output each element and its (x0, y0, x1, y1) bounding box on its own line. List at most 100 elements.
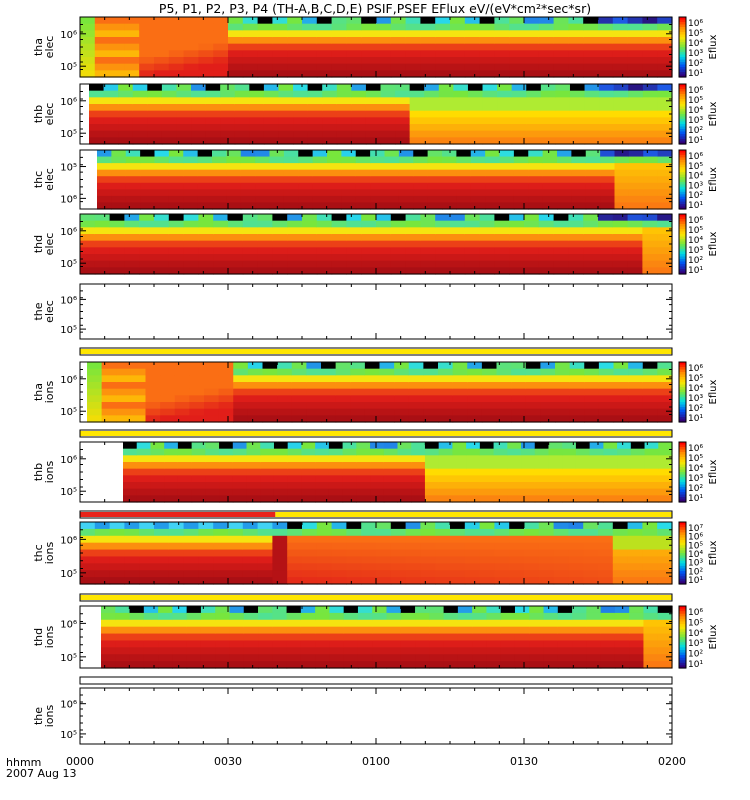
cell-thb-ions-3-1 (164, 448, 179, 456)
cell-thc-elec-36-2 (614, 163, 630, 171)
cell-tha-elec-2-3 (109, 37, 125, 45)
cell-thd-ions-21-2 (400, 619, 416, 628)
cell-thd-elec-30-3 (524, 234, 540, 242)
cell-thd-elec-13-7 (272, 260, 288, 268)
cell-thc-elec-8-5 (212, 182, 227, 190)
cell-thd-ions-28-6 (500, 647, 516, 655)
cell-tha-elec-19-1 (361, 23, 377, 31)
cell-tha-elec-14-5 (287, 50, 303, 58)
cell-tha-elec-20-2 (376, 30, 392, 38)
cell-tha-ions-13-4 (277, 388, 293, 396)
cell-thb-elec-22-6 (409, 124, 425, 132)
cell-tha-ions-23-4 (423, 388, 439, 396)
y-tick-label-thd-ions-0: 10⁶ (60, 619, 77, 630)
colorbar-tick-tha-ions-1: 10⁵ (688, 374, 703, 384)
cell-thc-elec-28-7 (499, 195, 515, 204)
cell-thb-ions-26-8 (479, 495, 495, 503)
cell-thc-elec-8-1 (212, 156, 227, 164)
cell-thb-ions-9-2 (246, 455, 261, 463)
cell-tha-ions-30-3 (525, 382, 541, 390)
cell-tha-elec-28-7 (494, 63, 510, 71)
cell-thd-ions-23-1 (429, 612, 445, 621)
cell-tha-elec-29-6 (509, 57, 525, 65)
cell-tha-elec-20-7 (376, 63, 392, 71)
cell-thc-elec-23-8 (427, 202, 443, 210)
colorbar-swatch-thc-ions-15 (679, 560, 686, 564)
cell-thd-ions-5-3 (172, 626, 188, 635)
cell-thb-ions-34-6 (589, 482, 604, 490)
cell-thc-ions-21-1 (390, 528, 407, 537)
cell-thc-ions-8-1 (198, 528, 214, 537)
cell-thc-ions-23-5 (420, 556, 436, 564)
cell-thd-ions-24-7 (443, 654, 459, 662)
cell-thd-elec-4-7 (139, 260, 155, 268)
cell-thd-ions-23-8 (429, 661, 445, 669)
cell-tha-ions-21-2 (394, 375, 410, 383)
cell-tha-ions-15-1 (306, 368, 322, 376)
cell-thb-elec-20-4 (380, 110, 396, 118)
cell-thd-ions-12-2 (272, 619, 288, 628)
cell-thd-ions-18-2 (357, 619, 373, 628)
cell-thd-elec-2-3 (109, 234, 125, 242)
cell-thd-ions-18-1 (357, 612, 373, 621)
cell-thb-ions-25-7 (466, 488, 481, 496)
cell-thd-ions-11-2 (258, 619, 273, 628)
cell-thc-elec-31-1 (542, 156, 558, 164)
cell-thb-elec-25-5 (453, 117, 469, 125)
cell-thc-ions-34-4 (583, 549, 599, 558)
cell-tha-ions-13-8 (277, 415, 293, 423)
cell-thb-elec-17-0 (336, 84, 352, 92)
cell-thd-ions-31-6 (543, 647, 559, 655)
cell-thd-elec-0-5 (80, 247, 96, 255)
cell-tha-elec-22-8 (405, 70, 421, 78)
cell-thb-elec-3-7 (132, 130, 148, 138)
colorbar-swatch-tha-elec-2 (679, 22, 686, 26)
cell-thd-ions-34-1 (586, 612, 602, 621)
colorbar-swatch-thd-elec-18 (679, 259, 686, 263)
colorbar-swatch-thb-elec-20 (679, 134, 686, 138)
cell-tha-ions-3-4 (130, 388, 147, 396)
cell-thd-ions-1-8 (115, 661, 131, 669)
cell-thc-ions-26-0 (464, 522, 481, 530)
cell-thb-ions-37-3 (630, 462, 646, 470)
cell-thc-elec-8-6 (212, 189, 227, 197)
cell-thc-elec-35-4 (600, 176, 616, 184)
cell-tha-elec-15-7 (302, 63, 318, 71)
cell-tha-elec-7-3 (183, 37, 199, 45)
colorbar-swatch-thc-elec-1 (679, 152, 686, 156)
cell-thd-elec-1-4 (94, 240, 111, 248)
cell-thb-ions-10-4 (260, 468, 275, 476)
cell-thd-elec-27-2 (479, 227, 495, 235)
cell-thc-elec-11-2 (255, 163, 271, 171)
cell-tha-elec-20-5 (376, 50, 392, 58)
cell-tha-elec-31-7 (538, 63, 555, 71)
cell-tha-elec-31-5 (538, 50, 555, 58)
cell-thd-elec-32-6 (553, 254, 569, 262)
cell-thc-ions-6-4 (168, 549, 185, 558)
ylabel-species-thc-ions: ions (43, 541, 56, 564)
cell-tha-elec-22-3 (405, 37, 421, 45)
cell-thb-ions-17-7 (356, 488, 371, 496)
cell-thd-ions-6-5 (186, 640, 202, 648)
cell-tha-ions-19-3 (364, 382, 381, 390)
cell-tha-elec-5-1 (154, 23, 170, 31)
cell-thb-ions-13-2 (301, 455, 316, 463)
cell-thc-ions-16-1 (316, 528, 333, 537)
cell-thb-elec-2-4 (118, 110, 134, 118)
cell-thd-ions-19-3 (372, 626, 388, 635)
cell-thc-ions-38-4 (642, 549, 658, 558)
cell-thc-ions-18-5 (346, 556, 362, 564)
cell-thc-ions-15-6 (302, 563, 318, 571)
colorbar-swatch-thb-ions-18 (679, 487, 686, 491)
cell-thb-elec-36-8 (613, 137, 629, 145)
cell-tha-ions-24-7 (438, 408, 454, 416)
cell-thd-elec-7-4 (183, 240, 199, 248)
cell-thc-ions-34-1 (583, 528, 599, 537)
cell-thd-elec-37-5 (627, 247, 643, 255)
cell-thd-ions-27-6 (486, 647, 502, 655)
cell-tha-ions-30-0 (525, 362, 541, 370)
cell-thb-elec-37-5 (628, 117, 644, 125)
cell-thc-elec-25-8 (456, 202, 472, 210)
cell-thb-elec-20-7 (380, 130, 396, 138)
cell-thc-ions-0-2 (80, 535, 96, 544)
